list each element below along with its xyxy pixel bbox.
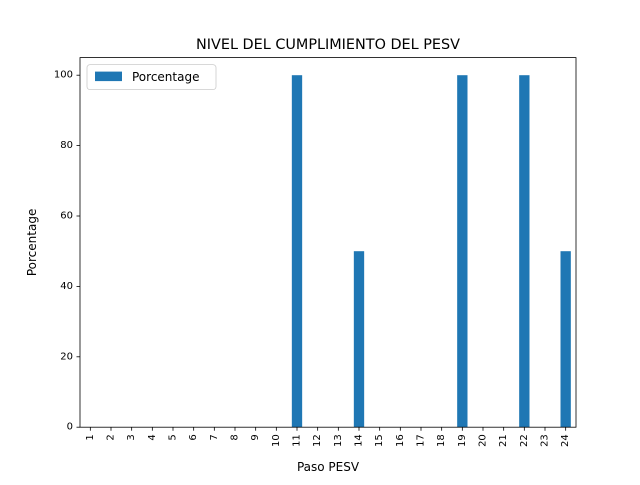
y-tick-label: 60 bbox=[60, 211, 73, 222]
legend-box bbox=[86, 64, 217, 90]
x-tick-label: 9 bbox=[250, 434, 261, 440]
y-tick-label: 20 bbox=[60, 351, 73, 362]
x-tick-label: 17 bbox=[416, 434, 427, 447]
legend-swatch bbox=[95, 71, 122, 82]
x-tick-label: 23 bbox=[540, 434, 551, 447]
bar-paso-14 bbox=[353, 251, 365, 428]
x-tick-label: 15 bbox=[374, 434, 385, 447]
x-tick-label: 20 bbox=[478, 434, 489, 447]
x-tick-label: 16 bbox=[395, 434, 406, 447]
y-axis-label: Porcentage bbox=[25, 209, 39, 276]
x-axis-label: Paso PESV bbox=[297, 460, 360, 474]
x-tick-label: 3 bbox=[126, 434, 137, 440]
x-tick-label: 13 bbox=[333, 434, 344, 447]
x-tick-label: 21 bbox=[498, 434, 509, 447]
x-tick-label: 14 bbox=[354, 434, 365, 447]
bar-paso-24 bbox=[560, 251, 571, 428]
x-tick-label: 2 bbox=[106, 434, 117, 440]
y-tick-label: 100 bbox=[54, 70, 73, 81]
x-tick-label: 7 bbox=[209, 434, 220, 440]
x-tick-label: 8 bbox=[230, 434, 241, 440]
x-tick-label: 10 bbox=[271, 434, 282, 447]
bar-paso-19 bbox=[457, 75, 468, 428]
x-tick-label: 19 bbox=[457, 434, 468, 447]
x-tick-label: 1 bbox=[85, 434, 96, 440]
x-tick-label: 24 bbox=[560, 434, 571, 447]
y-axis: 0 20 40 60 80 100 bbox=[54, 70, 80, 433]
x-tick-label: 5 bbox=[168, 434, 179, 440]
x-tick-label: 4 bbox=[147, 434, 158, 440]
y-tick-label: 0 bbox=[67, 422, 73, 433]
chart-title: NIVEL DEL CUMPLIMIENTO DEL PESV bbox=[196, 37, 460, 53]
x-tick-label: 12 bbox=[312, 434, 323, 447]
bar-paso-11 bbox=[291, 75, 303, 428]
x-tick-label: 6 bbox=[188, 434, 199, 440]
legend-label: Porcentage bbox=[132, 70, 199, 84]
y-tick-label: 80 bbox=[60, 140, 73, 151]
y-tick-label: 40 bbox=[60, 281, 73, 292]
bar-paso-22 bbox=[519, 75, 530, 428]
x-tick-label: 11 bbox=[292, 434, 303, 447]
bars-group bbox=[291, 75, 571, 428]
x-tick-label: 18 bbox=[436, 434, 447, 447]
x-tick-label: 22 bbox=[519, 434, 530, 447]
legend: Porcentage bbox=[86, 64, 217, 90]
x-axis: 1 2 3 4 5 6 7 8 9 10 11 12 13 14 15 16 17 18 19 20 21 22 23 24 bbox=[85, 427, 571, 447]
plot-frame bbox=[79, 57, 577, 428]
